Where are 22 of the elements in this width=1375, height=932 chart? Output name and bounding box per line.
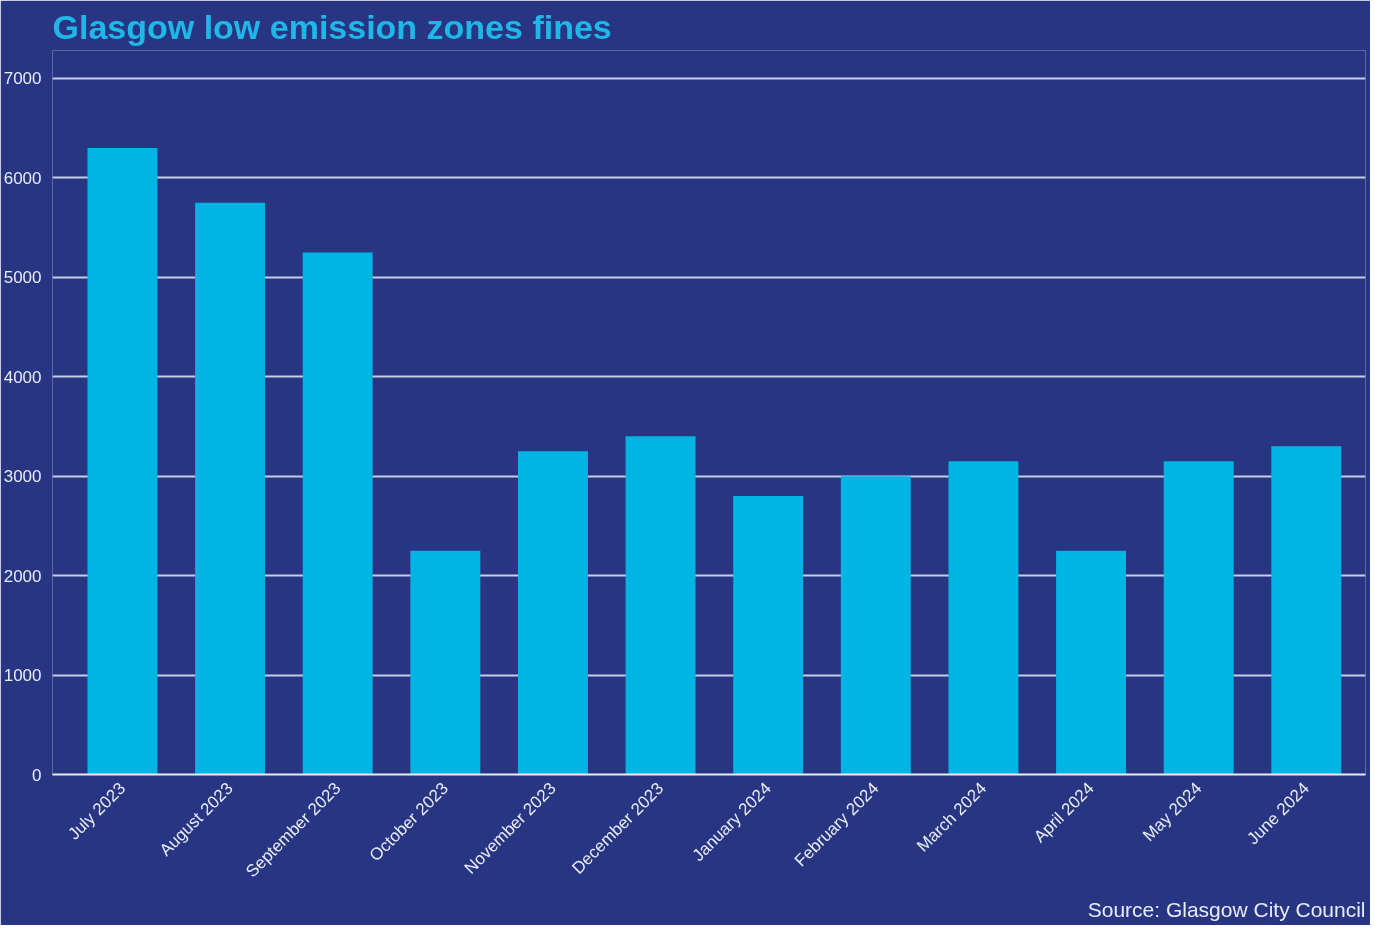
bar xyxy=(1271,446,1342,775)
bar xyxy=(302,252,373,775)
y-tick-label: 4000 xyxy=(3,367,42,387)
bar xyxy=(195,202,266,775)
y-tick-label: 7000 xyxy=(3,69,42,89)
bar xyxy=(840,476,911,775)
y-tick-label: 3000 xyxy=(3,467,42,487)
y-tick-label: 5000 xyxy=(3,268,42,288)
y-tick-label: 0 xyxy=(32,765,42,785)
bar xyxy=(517,451,588,775)
y-tick-label: 6000 xyxy=(3,168,42,188)
bar xyxy=(625,436,696,775)
bar xyxy=(87,147,158,775)
bar xyxy=(948,461,1019,775)
bar xyxy=(410,550,481,775)
source-note: Source: Glasgow City Council xyxy=(1087,897,1366,921)
y-tick-label: 1000 xyxy=(3,666,42,686)
bar xyxy=(1056,550,1127,775)
bar xyxy=(733,496,804,775)
chart-title: Glasgow low emission zones fines xyxy=(52,7,612,46)
y-tick-label: 2000 xyxy=(3,566,42,586)
bar xyxy=(1163,461,1234,775)
